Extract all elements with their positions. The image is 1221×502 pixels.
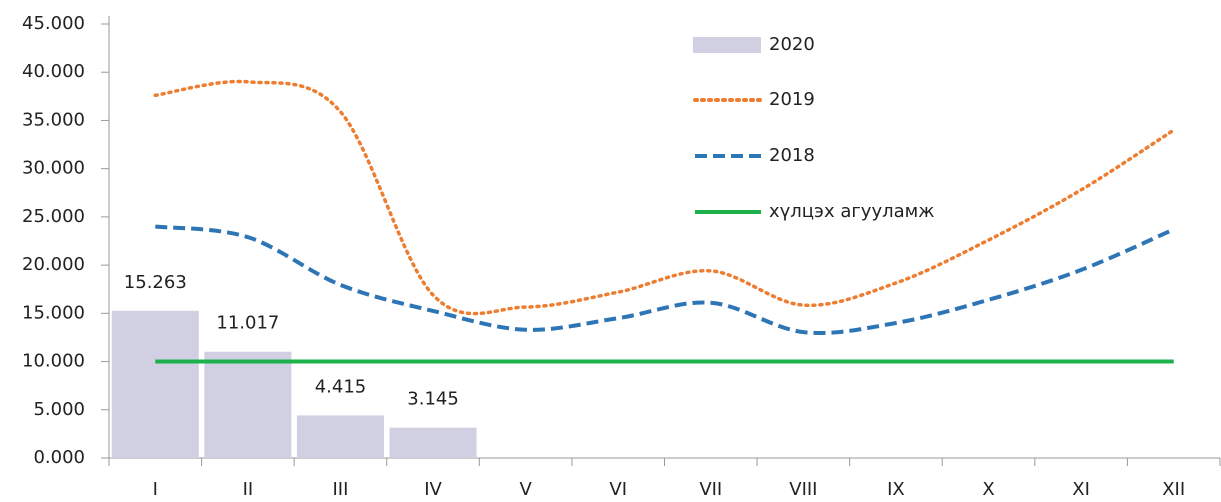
line [153,79,1176,316]
y-tick-label: 10.000 [22,351,85,372]
y-tick-label: 25.000 [22,206,85,227]
x-tick-label: VI [609,479,627,500]
bar [204,351,292,458]
y-tick-label: 45.000 [22,13,85,34]
line [155,224,1175,336]
bar [389,427,477,458]
bar [111,310,199,458]
data-label: 15.263 [124,272,187,293]
bar [296,415,384,458]
data-label: 11.017 [216,313,279,334]
data-label: 4.415 [315,376,367,397]
x-tick-label: IX [887,479,905,500]
data-label: 3.145 [407,389,459,410]
y-tick-label: 35.000 [22,109,85,130]
x-tick-label: X [982,479,994,500]
x-tick-label: V [519,479,532,500]
y-tick-label: 0.000 [33,447,85,468]
y-tick-label: 30.000 [22,158,85,179]
y-tick-label: 15.000 [22,302,85,323]
x-tick-label: XII [1162,479,1185,500]
x-tick-label: XI [1072,479,1090,500]
legend-label: хүлцэх агууламж [769,201,934,222]
x-tick-label: VIII [789,479,817,500]
legend-swatch [693,37,761,53]
y-tick-label: 40.000 [22,61,85,82]
legend-label: 2019 [769,89,815,110]
legend-label: 2020 [769,34,815,55]
y-tick-label: 20.000 [22,254,85,275]
x-tick-label: IV [424,479,442,500]
x-tick-label: VII [699,479,722,500]
x-tick-label: II [243,479,254,500]
legend-label: 2018 [769,145,815,166]
y-tick-label: 5.000 [33,399,85,420]
x-tick-label: I [153,479,158,500]
x-tick-label: III [332,479,348,500]
